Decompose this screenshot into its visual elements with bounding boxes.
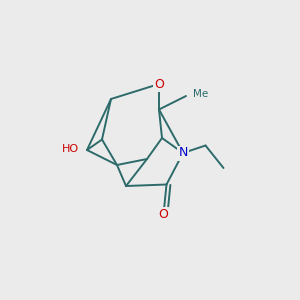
Text: O: O — [154, 77, 164, 91]
Text: N: N — [178, 146, 188, 160]
Text: O: O — [159, 208, 168, 221]
Text: HO: HO — [62, 143, 79, 154]
Text: Me: Me — [194, 89, 209, 100]
